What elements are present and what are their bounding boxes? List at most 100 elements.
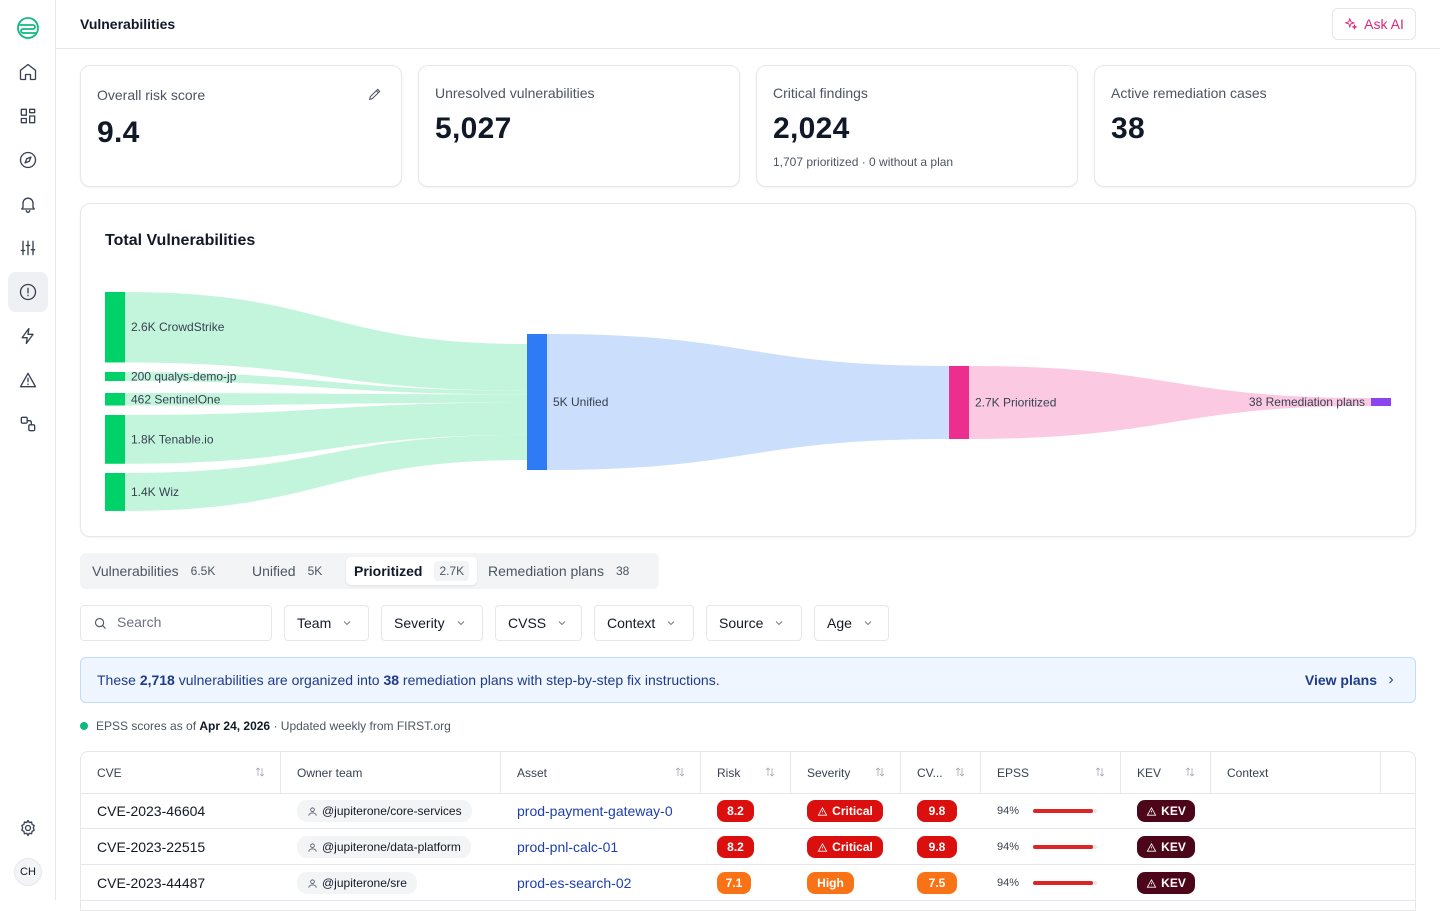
warning-icon — [1146, 878, 1157, 888]
bolt-icon[interactable] — [8, 316, 48, 356]
sankey-link-unified — [547, 334, 949, 470]
table-row[interactable]: CVE-2023-46604 @jupiterone/core-services… — [81, 793, 1415, 829]
warning-icon — [1146, 806, 1157, 816]
column-header-risk[interactable]: Risk — [701, 752, 791, 793]
team-filter[interactable]: Team — [284, 605, 369, 641]
owner-team-chip[interactable]: @jupiterone/core-services — [297, 800, 472, 822]
context-filter[interactable]: Context — [594, 605, 694, 641]
epss-value: 94% — [997, 841, 1020, 853]
sankey-label-unified: 5K Unified — [553, 395, 608, 409]
critical-findings-card: Critical findings 2,024 1,707 prioritize… — [756, 65, 1078, 187]
avatar[interactable]: CH — [14, 858, 42, 886]
chevron-down-icon — [864, 621, 872, 626]
card-label: Critical findings — [773, 85, 868, 101]
column-header-cvss[interactable]: CV... — [901, 752, 981, 793]
cve-id[interactable]: CVE-2023-22515 — [97, 839, 206, 855]
source-filter[interactable]: Source — [706, 605, 802, 641]
column-header-owner-team[interactable]: Owner team — [281, 752, 501, 793]
alert-circle-icon[interactable] — [8, 272, 48, 312]
tab-count: 6.5K — [190, 564, 216, 578]
tab-vulnerabilities[interactable]: Vulnerabilities 6.5K — [84, 557, 223, 585]
age-filter[interactable]: Age — [814, 605, 889, 641]
view-plans-link[interactable]: View plans — [1305, 672, 1397, 688]
cvss-badge: 7.5 — [917, 872, 957, 894]
epss-bar — [1033, 845, 1097, 849]
card-label: Unresolved vulnerabilities — [435, 85, 595, 101]
dashboard-icon[interactable] — [8, 96, 48, 136]
column-header-asset[interactable]: Asset — [501, 752, 701, 793]
sankey-label-tenable: 1.8K Tenable.io — [131, 432, 214, 446]
ask-ai-button[interactable]: Ask AI — [1332, 8, 1416, 40]
risk-score-card: Overall risk score 9.4 — [80, 65, 402, 187]
owner-team-chip[interactable]: @jupiterone/data-platform — [297, 836, 471, 858]
gear-icon[interactable] — [8, 808, 48, 848]
sankey-label-sentinelone: 462 SentinelOne — [131, 392, 221, 406]
column-header-cve[interactable]: CVE — [81, 752, 281, 793]
sankey-label-wiz: 1.4K Wiz — [131, 485, 179, 499]
epss-value: 94% — [997, 877, 1020, 889]
severity-badge: High — [807, 872, 854, 894]
column-header-context[interactable]: Context — [1211, 752, 1381, 793]
tab-label: Unified — [252, 563, 296, 579]
column-header-kev[interactable]: KEV — [1121, 752, 1211, 793]
filter-label: Severity — [394, 615, 445, 631]
epss-cell: 94% — [997, 865, 1097, 901]
column-header-epss[interactable]: EPSS — [981, 752, 1121, 793]
unresolved-card: Unresolved vulnerabilities 5,027 — [418, 65, 740, 187]
integrations-icon[interactable] — [8, 404, 48, 444]
risk-badge: 8.2 — [717, 800, 754, 822]
home-icon[interactable] — [8, 52, 48, 92]
asset-link[interactable]: prod-payment-gateway-0 — [517, 803, 673, 819]
chevron-down-icon — [457, 621, 464, 626]
owner-team-chip[interactable]: @jupiterone/sre — [297, 872, 417, 894]
asset-link[interactable]: prod-pnl-calc-01 — [517, 839, 619, 855]
search-box — [80, 605, 272, 641]
epss-cell: 94% — [997, 829, 1097, 865]
tab-count: 2.7K — [434, 561, 470, 581]
sankey-label-plans: 38 Remediation plans — [1249, 395, 1365, 409]
cve-id[interactable]: CVE-2023-44487 — [97, 875, 206, 891]
sankey-node-tenable — [105, 415, 125, 464]
warning-icon — [1146, 842, 1157, 852]
asset-link[interactable]: prod-es-search-02 — [517, 875, 632, 891]
total-vulnerabilities-chart: Total Vulnerabilities 2.6K CrowdStrike 20… — [80, 203, 1416, 537]
sankey-node-plans — [1371, 398, 1391, 406]
epss-bar — [1033, 881, 1097, 885]
chevron-down-icon — [667, 621, 675, 626]
tab-unified[interactable]: Unified 5K — [244, 557, 330, 585]
filter-label: Age — [827, 615, 852, 631]
card-value: 5,027 — [435, 112, 512, 145]
epss-note-text: EPSS scores as of Apr 24, 2026 · Updated… — [96, 719, 451, 733]
chevron-down-icon — [558, 621, 566, 626]
severity-filter[interactable]: Severity — [381, 605, 483, 641]
search-input[interactable] — [117, 614, 257, 630]
cve-id[interactable]: CVE-2023-46604 — [97, 803, 206, 819]
warning-icon[interactable] — [8, 360, 48, 400]
epss-bar — [1033, 809, 1097, 813]
tab-remediation-plans[interactable]: Remediation plans 38 — [480, 557, 637, 585]
cvss-filter[interactable]: CVSS — [495, 605, 582, 641]
ask-ai-label: Ask AI — [1364, 16, 1404, 32]
sankey-node-unified — [527, 334, 547, 470]
warning-icon — [817, 842, 828, 852]
chevron-right-icon — [1389, 676, 1394, 684]
status-dot — [80, 722, 88, 730]
table-row[interactable]: CVE-2023-22515 @jupiterone/data-platform… — [81, 829, 1415, 865]
chevron-down-icon — [776, 621, 783, 626]
search-icon — [94, 617, 106, 629]
tab-prioritized[interactable]: Prioritized 2.7K — [346, 557, 478, 585]
pencil-icon[interactable] — [367, 86, 383, 102]
logo-icon[interactable] — [8, 8, 48, 48]
sliders-icon[interactable] — [8, 228, 48, 268]
sort-icon — [874, 766, 886, 778]
filter-label: CVSS — [508, 615, 547, 631]
table-row[interactable]: CVE-2023-44487 @jupiterone/sre prod-es-s… — [81, 865, 1415, 901]
compass-icon[interactable] — [8, 140, 48, 180]
epss-fill — [1033, 809, 1094, 813]
tab-bar: Vulnerabilities 6.5K Unified 5K Prioriti… — [80, 553, 659, 589]
bell-icon[interactable] — [8, 184, 48, 224]
column-header-severity[interactable]: Severity — [791, 752, 901, 793]
sankey-link-qualys — [125, 372, 527, 395]
sankey-node-prioritized — [949, 366, 969, 439]
page-title: Vulnerabilities — [80, 16, 176, 32]
